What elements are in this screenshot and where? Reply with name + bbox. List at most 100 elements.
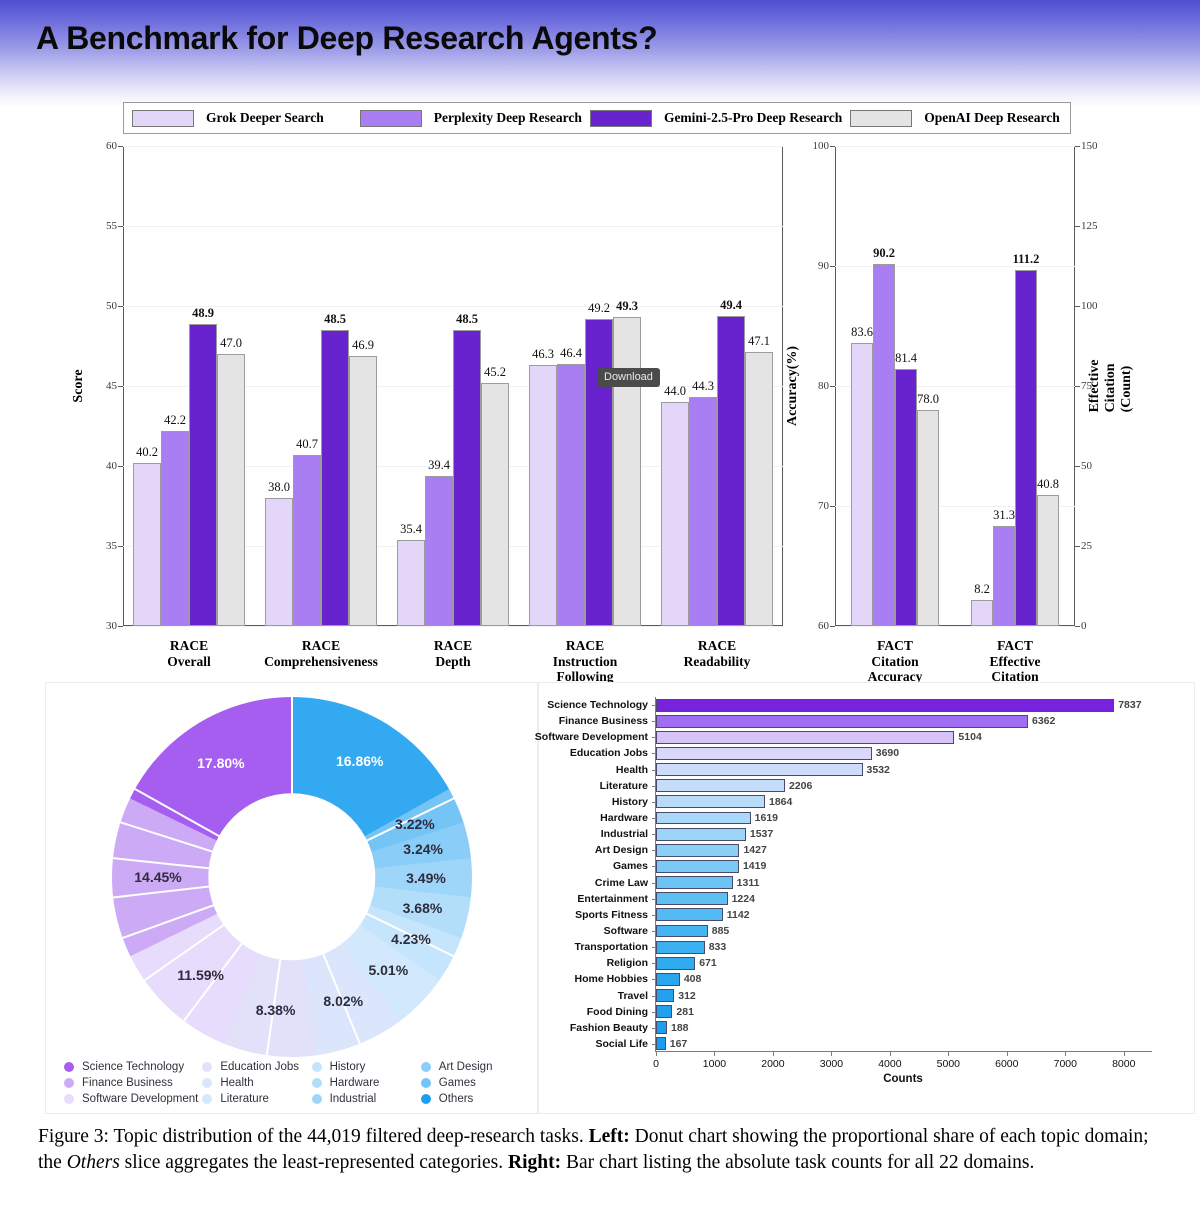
bar-value-label: 48.5 [456, 312, 478, 326]
gridline [123, 226, 783, 227]
bar[interactable] [349, 355, 377, 626]
bar[interactable] [661, 402, 689, 626]
bar[interactable] [895, 369, 917, 626]
bar[interactable] [265, 498, 293, 626]
horizontal-bar[interactable] [656, 876, 733, 890]
bar[interactable] [689, 397, 717, 626]
horizontal-bar[interactable] [656, 843, 740, 857]
horizontal-bar[interactable] [656, 972, 680, 986]
horizontal-bar-value-label: 1537 [749, 828, 774, 841]
horizontal-bar[interactable] [656, 795, 765, 809]
horizontal-bar[interactable] [656, 747, 872, 760]
donut-slice-label: 8.02% [323, 992, 364, 1009]
donut-legend-item[interactable]: Education Jobs [202, 1061, 307, 1073]
topic-counts-panel: 0 1000 2000 3000 4000 5000 6000 7000 8000 Science… [535, 682, 1195, 1114]
bar[interactable] [585, 318, 613, 626]
y2-tickmark [1075, 226, 1080, 227]
donut-legend-item[interactable]: Finance Business [64, 1077, 198, 1089]
bar[interactable] [873, 263, 895, 626]
bar-value-label: 40.2 [136, 444, 158, 459]
bar[interactable] [453, 330, 481, 626]
y-tickmark [652, 769, 656, 771]
bar[interactable] [851, 342, 873, 626]
bar[interactable] [425, 475, 453, 626]
bar[interactable] [293, 454, 321, 626]
bar[interactable] [217, 354, 245, 626]
donut-legend-dot-icon [311, 1078, 322, 1088]
bar[interactable] [161, 430, 189, 626]
y2-tick-label: 50 [1081, 460, 1092, 472]
y2-tick-label: 0 [1081, 620, 1087, 632]
legend-entry-1[interactable]: Perplexity Deep Research [352, 109, 582, 127]
donut-legend-item[interactable]: Hardware [311, 1077, 417, 1089]
horizontal-bar[interactable] [656, 827, 746, 841]
horizontal-bar[interactable] [656, 1021, 667, 1035]
bar[interactable] [397, 539, 425, 626]
bar[interactable] [613, 317, 641, 626]
x-tick-label: 8000 [1112, 1058, 1136, 1070]
bar[interactable] [321, 330, 349, 626]
horizontal-bar[interactable] [656, 811, 751, 825]
legend-entry-3[interactable]: OpenAI Deep Research [842, 109, 1070, 127]
bar[interactable] [1015, 270, 1037, 626]
donut-legend-item[interactable]: Industrial [311, 1093, 417, 1105]
legend-entry-0[interactable]: Grok Deeper Search [124, 109, 352, 127]
horizontal-bar[interactable] [656, 698, 1115, 712]
horizontal-bar[interactable] [656, 908, 723, 922]
y2-tickmark [1075, 146, 1080, 147]
horizontal-bar[interactable] [656, 1005, 673, 1019]
horizontal-bar[interactable] [656, 892, 728, 906]
x-tick-label: 7000 [1053, 1058, 1077, 1070]
bar-value-label: 45.2 [484, 364, 506, 379]
horizontal-bar-category-label: Art Design [594, 844, 648, 857]
bar[interactable] [917, 410, 939, 626]
download-tooltip[interactable]: Download [597, 368, 660, 387]
donut-legend-item[interactable]: Games [420, 1077, 526, 1089]
horizontal-bar-value-label: 833 [708, 941, 727, 954]
fact-y2-axis-title: Effective Citation (Count) [1087, 359, 1134, 413]
horizontal-bar-value-label: 671 [699, 957, 717, 970]
bar[interactable] [1037, 495, 1059, 626]
donut-legend-item[interactable]: Literature [202, 1093, 307, 1105]
horizontal-bar-value-label: 3690 [875, 747, 900, 760]
bar[interactable] [717, 315, 745, 626]
horizontal-bar-category-label: Travel [617, 989, 648, 1002]
bar-value-label: 47.1 [748, 334, 770, 349]
bar[interactable] [971, 599, 993, 626]
horizontal-bar[interactable] [656, 714, 1028, 728]
horizontal-bar[interactable] [656, 730, 955, 744]
donut-slice-label: 3.68% [402, 899, 443, 916]
horizontal-bar-value-label: 312 [678, 989, 696, 1002]
donut-legend-item[interactable]: Health [202, 1077, 307, 1089]
bar[interactable] [993, 525, 1015, 626]
donut-legend-item[interactable]: Art Design [420, 1061, 526, 1073]
horizontal-bar[interactable] [656, 1037, 666, 1051]
header-gradient-background [0, 0, 1200, 108]
bar[interactable] [529, 365, 557, 626]
horizontal-bar[interactable] [656, 859, 739, 873]
donut-legend-item[interactable]: Others [420, 1093, 526, 1105]
horizontal-bar-value-label: 1311 [736, 876, 760, 889]
horizontal-bar[interactable] [656, 989, 675, 1002]
horizontal-bar-value-label: 1619 [754, 812, 779, 825]
bar[interactable] [557, 363, 585, 626]
horizontal-bar[interactable] [656, 956, 696, 970]
horizontal-bar[interactable] [656, 763, 863, 777]
y-tickmark [830, 146, 835, 147]
x-tick-label: 4000 [878, 1058, 902, 1070]
y-tickmark [830, 506, 835, 507]
bar[interactable] [133, 462, 161, 626]
donut-legend-item[interactable]: Science Technology [64, 1061, 198, 1073]
donut-legend-item[interactable]: History [311, 1061, 417, 1073]
horizontal-bar-value-label: 281 [676, 1005, 694, 1018]
bar[interactable] [189, 323, 217, 626]
horizontal-bar[interactable] [656, 924, 708, 938]
legend-entry-2[interactable]: Gemini-2.5-Pro Deep Research [582, 109, 842, 127]
donut-legend-item[interactable]: Software Development [64, 1093, 198, 1105]
horizontal-bar[interactable] [656, 779, 785, 793]
bar[interactable] [745, 352, 773, 626]
horizontal-bar[interactable] [656, 940, 705, 954]
bar-value-label: 78.0 [917, 392, 939, 406]
bar[interactable] [481, 382, 509, 626]
x-tickmark [889, 1051, 891, 1056]
